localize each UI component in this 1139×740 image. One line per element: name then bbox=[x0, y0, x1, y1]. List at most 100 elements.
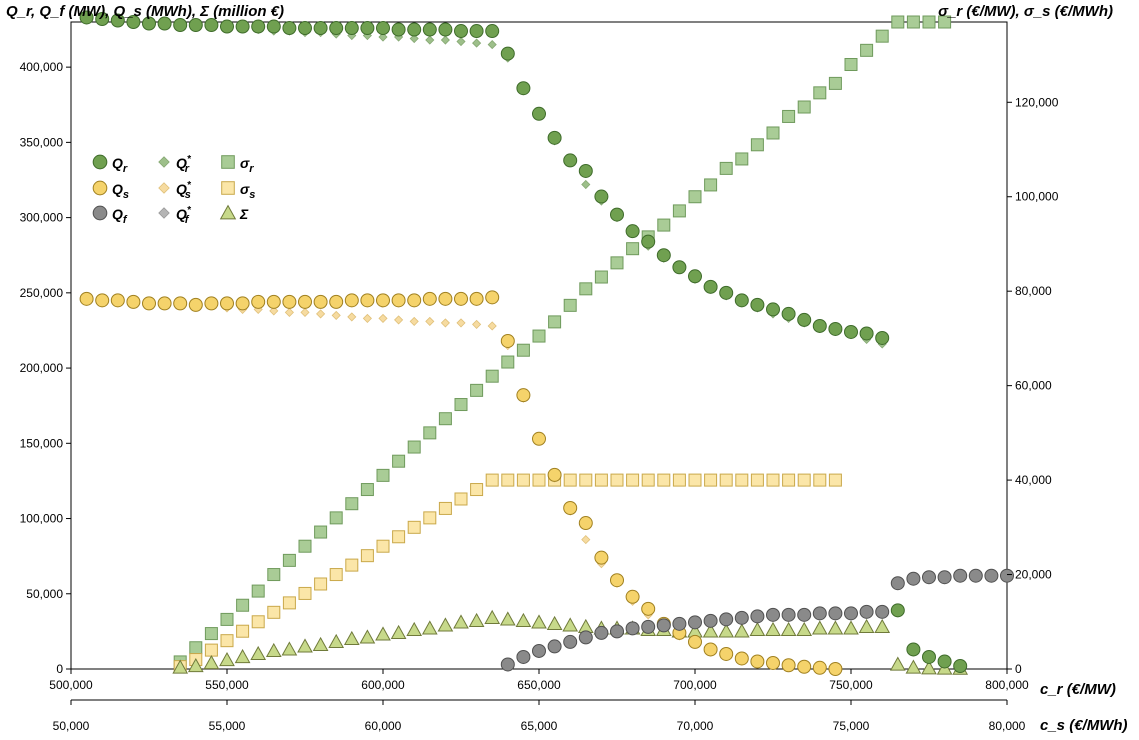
legend-marker bbox=[158, 182, 170, 194]
data-point bbox=[95, 11, 110, 26]
data-point bbox=[797, 607, 812, 622]
data-point bbox=[859, 604, 874, 619]
data-point bbox=[563, 298, 577, 312]
data-point bbox=[797, 100, 811, 114]
data-point bbox=[625, 224, 640, 239]
y-left-tick-label: 300,000 bbox=[20, 211, 64, 225]
data-point bbox=[328, 633, 345, 649]
data-point bbox=[812, 606, 827, 621]
data-point bbox=[766, 655, 780, 670]
data-point bbox=[812, 318, 827, 333]
data-point bbox=[313, 294, 328, 309]
legend-label: Qf bbox=[112, 206, 128, 226]
data-point bbox=[828, 606, 843, 621]
data-point bbox=[749, 621, 766, 636]
legend-label: Q* f bbox=[176, 205, 192, 226]
y-left-tick-label: 50,000 bbox=[26, 587, 63, 601]
data-point bbox=[704, 178, 718, 192]
series-layer bbox=[79, 10, 1014, 676]
data-point bbox=[157, 16, 172, 31]
legend-marker bbox=[221, 181, 235, 195]
data-point bbox=[394, 315, 404, 325]
data-point bbox=[703, 613, 718, 628]
data-point bbox=[563, 634, 578, 649]
series-q-r bbox=[79, 10, 968, 673]
data-point bbox=[610, 256, 624, 270]
x-primary-axis-label: c_r (€/MW) bbox=[1040, 681, 1116, 698]
data-point bbox=[423, 426, 437, 440]
data-point bbox=[425, 35, 435, 45]
data-point bbox=[703, 642, 718, 657]
data-point bbox=[204, 627, 218, 641]
data-point bbox=[781, 306, 796, 321]
data-point bbox=[375, 626, 391, 641]
data-point bbox=[813, 473, 827, 487]
data-point bbox=[331, 310, 341, 320]
series--s bbox=[173, 473, 842, 674]
data-point bbox=[766, 302, 780, 317]
data-point bbox=[284, 307, 294, 317]
data-point bbox=[157, 296, 172, 311]
data-point bbox=[425, 316, 435, 326]
data-point bbox=[251, 19, 266, 34]
data-point bbox=[719, 646, 734, 661]
y-left-tick-label: 350,000 bbox=[20, 135, 64, 149]
data-point bbox=[844, 324, 858, 339]
data-point bbox=[515, 612, 532, 627]
data-point bbox=[282, 294, 297, 309]
data-point bbox=[937, 570, 952, 585]
data-point bbox=[563, 473, 577, 487]
data-point bbox=[345, 497, 359, 511]
y-left-tick-label: 100,000 bbox=[20, 512, 64, 526]
data-point bbox=[438, 501, 452, 515]
data-point bbox=[266, 294, 281, 309]
data-point bbox=[594, 625, 609, 640]
data-point bbox=[750, 473, 764, 487]
data-point bbox=[782, 473, 796, 487]
data-point bbox=[189, 641, 203, 655]
data-point bbox=[672, 616, 687, 631]
legend-label-symbol: Σ bbox=[239, 206, 249, 222]
data-point bbox=[126, 294, 141, 309]
legend-item: σr bbox=[221, 155, 254, 175]
data-point bbox=[360, 21, 375, 36]
data-point bbox=[626, 242, 640, 256]
data-point bbox=[656, 618, 671, 633]
y-right-tick-label: 100,000 bbox=[1015, 190, 1059, 204]
data-point bbox=[422, 291, 437, 306]
data-point bbox=[922, 570, 936, 585]
data-point bbox=[409, 316, 419, 326]
data-point bbox=[594, 473, 608, 487]
data-point bbox=[484, 609, 501, 624]
legend-label: Qr bbox=[112, 155, 128, 175]
y-left-axis-label: Q_r, Q_f (MW), Q_s (MWh), Σ (million €) bbox=[6, 3, 284, 20]
data-point bbox=[329, 511, 343, 525]
data-point bbox=[874, 618, 891, 633]
data-point bbox=[298, 294, 312, 309]
data-point bbox=[766, 126, 780, 140]
legend-item: Q* f bbox=[158, 205, 192, 226]
data-point bbox=[905, 659, 922, 674]
legend-item: σs bbox=[221, 181, 255, 201]
data-point bbox=[641, 619, 656, 634]
data-point bbox=[594, 270, 608, 284]
data-point bbox=[470, 383, 484, 397]
data-point bbox=[235, 19, 250, 34]
data-point bbox=[251, 294, 266, 309]
data-point bbox=[780, 621, 797, 636]
legend-label: Qs bbox=[112, 181, 129, 201]
data-point bbox=[610, 473, 624, 487]
data-point bbox=[314, 577, 328, 591]
data-point bbox=[423, 511, 437, 525]
y-right-tick-label: 60,000 bbox=[1015, 379, 1052, 393]
data-point bbox=[345, 558, 359, 572]
data-point bbox=[922, 649, 936, 664]
x-primary-tick-label: 600,000 bbox=[361, 678, 405, 692]
legend-label-superscript: * bbox=[187, 154, 192, 165]
data-point bbox=[297, 638, 313, 653]
x-secondary-tick-label: 55,000 bbox=[209, 719, 246, 733]
data-point bbox=[440, 35, 450, 45]
data-point bbox=[454, 492, 468, 506]
data-point bbox=[906, 15, 920, 29]
